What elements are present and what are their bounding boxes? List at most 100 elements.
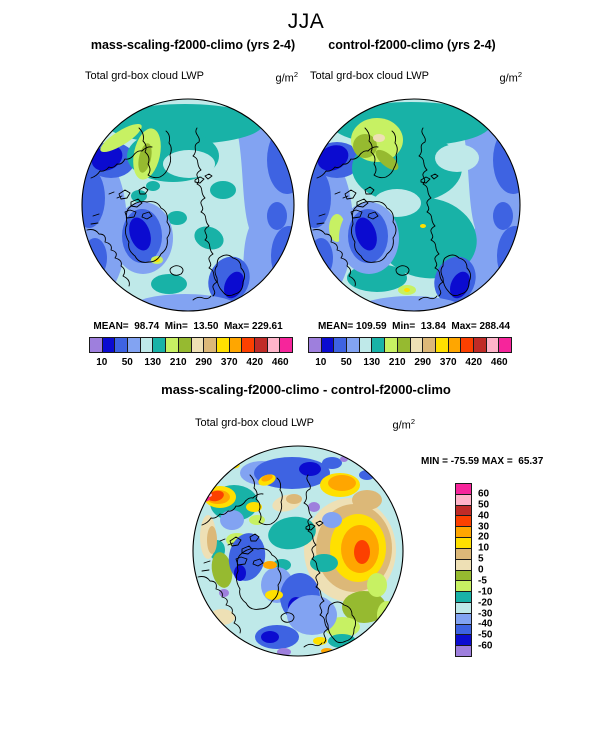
colorbar-swatch — [396, 338, 410, 352]
colorbar-swatch — [409, 338, 423, 352]
colorbar-swatch — [152, 338, 166, 352]
colorbar-swatch — [460, 338, 473, 352]
colorbar-swatch — [333, 338, 347, 352]
colorbar-label: -60 — [478, 640, 493, 652]
panel-title-difference: mass-scaling-f2000-climo - control-f2000… — [161, 382, 451, 397]
colorbar-swatch — [165, 338, 178, 352]
colorbar-label: 130 — [363, 357, 381, 368]
map-outline — [307, 98, 521, 312]
colorbar-swatch — [241, 338, 254, 352]
colorbar-swatch — [456, 558, 471, 570]
field-label-left: Total grd-box cloud LWP — [85, 70, 205, 82]
map-outline — [192, 445, 404, 657]
stats-mass-scaling: MEAN= 98.74 Min= 13.50 Max= 229.61 — [93, 321, 283, 332]
colorbar-swatch — [346, 338, 359, 352]
colorbar-swatch — [384, 338, 397, 352]
colorbar-swatch — [456, 526, 471, 538]
colorbar-swatches — [455, 483, 472, 657]
map-outline — [81, 98, 295, 312]
colorbar-swatch — [279, 338, 292, 352]
colorbar-label: 10 — [96, 357, 108, 368]
units-label-right: g/m2 — [499, 70, 522, 85]
colorbar-label: -30 — [478, 608, 493, 619]
colorbar-swatch — [228, 338, 242, 352]
colorbar-swatch — [358, 338, 372, 352]
colorbar-swatch — [127, 338, 140, 352]
colorbar-swatch — [114, 338, 128, 352]
colorbar-label: 5 — [478, 553, 484, 565]
season-title: JJA — [287, 10, 325, 33]
colorbar-label: -10 — [478, 586, 493, 598]
colorbar-swatch — [422, 338, 435, 352]
colorbar-swatch — [498, 338, 511, 352]
colorbar-swatch — [309, 338, 321, 352]
colorbar-label: 370 — [439, 357, 457, 368]
colorbar-mass-scaling: 10 50 130 210 290 370 420 460 — [89, 337, 293, 368]
colorbar-swatch — [456, 623, 471, 635]
colorbar-swatch — [447, 338, 461, 352]
colorbar-swatch — [253, 338, 267, 352]
colorbar-swatch — [215, 338, 229, 352]
colorbar-label: 50 — [478, 499, 490, 511]
colorbar-swatch — [190, 338, 204, 352]
colorbar-label: 10 — [478, 542, 490, 554]
colorbar-swatch — [456, 591, 471, 602]
field-label-difference: Total grd-box cloud LWP — [195, 417, 315, 429]
colorbar-swatch — [139, 338, 153, 352]
colorbar-label: 460 — [271, 357, 289, 368]
contour-fills — [308, 99, 520, 311]
colorbar-difference: 60 50 40 30 20 10 5 0 -5 -10 -20 -30 -40 -50 -60 — [455, 483, 492, 657]
colorbar-label: 210 — [169, 357, 187, 368]
colorbar-swatch — [90, 338, 102, 352]
colorbar-label: 10 — [315, 357, 327, 368]
colorbar-label: 370 — [220, 357, 238, 368]
colorbar-label: 420 — [246, 357, 264, 368]
colorbar-swatch — [456, 645, 471, 656]
colorbar-control: 10 50 130 210 290 370 420 460 — [308, 337, 512, 368]
colorbar-swatch — [434, 338, 448, 352]
colorbar-label: 30 — [478, 521, 490, 532]
colorbar-label: -5 — [478, 575, 487, 587]
colorbar-swatch — [456, 601, 471, 613]
coastlines — [86, 127, 246, 301]
field-label-right: Total grd-box cloud LWP — [310, 70, 430, 82]
colorbar-label: -50 — [478, 629, 493, 641]
colorbar-label: 0 — [478, 564, 484, 576]
colorbar-swatch — [266, 338, 280, 352]
colorbar-swatch — [456, 515, 471, 527]
colorbar-swatch — [456, 612, 471, 624]
colorbar-swatch — [456, 547, 471, 559]
colorbar-swatch — [456, 569, 471, 581]
colorbar-label: 460 — [490, 357, 508, 368]
colorbar-label: 210 — [388, 357, 406, 368]
map-mass-scaling — [81, 98, 295, 312]
colorbar-label: 50 — [340, 357, 352, 368]
minmax-label: MIN = -75.59 MAX = 65.37 — [421, 456, 544, 467]
panel-title-mass-scaling: mass-scaling-f2000-climo (yrs 2-4) — [90, 38, 296, 52]
colorbar-swatch — [101, 338, 115, 352]
units-label-left: g/m2 — [275, 70, 298, 85]
panel-title-control: control-f2000-climo (yrs 2-4) — [328, 38, 496, 52]
map-control — [307, 98, 521, 312]
units-label-difference: g/m2 — [392, 417, 415, 432]
colorbar-label: -20 — [478, 597, 493, 609]
colorbar-label: -40 — [478, 618, 493, 630]
colorbar-swatch — [456, 580, 471, 592]
colorbar-label: 290 — [195, 357, 213, 368]
colorbar-swatch — [320, 338, 334, 352]
colorbar-label: 20 — [478, 531, 490, 543]
colorbar-label: 40 — [478, 510, 490, 522]
colorbar-swatch — [456, 634, 471, 646]
coastlines — [197, 474, 357, 648]
colorbar-swatch — [456, 537, 471, 548]
contour-fills — [193, 446, 403, 656]
coastlines — [312, 127, 472, 301]
colorbar-swatch — [177, 338, 191, 352]
map-difference — [192, 445, 404, 657]
stats-control: MEAN= 109.59 Min= 13.84 Max= 288.44 — [317, 321, 511, 332]
colorbar-swatch — [456, 493, 471, 505]
colorbar-swatch — [456, 504, 471, 516]
colorbar-label: 50 — [121, 357, 133, 368]
field-row-right: Total grd-box cloud LWP g/m2 — [310, 70, 522, 85]
